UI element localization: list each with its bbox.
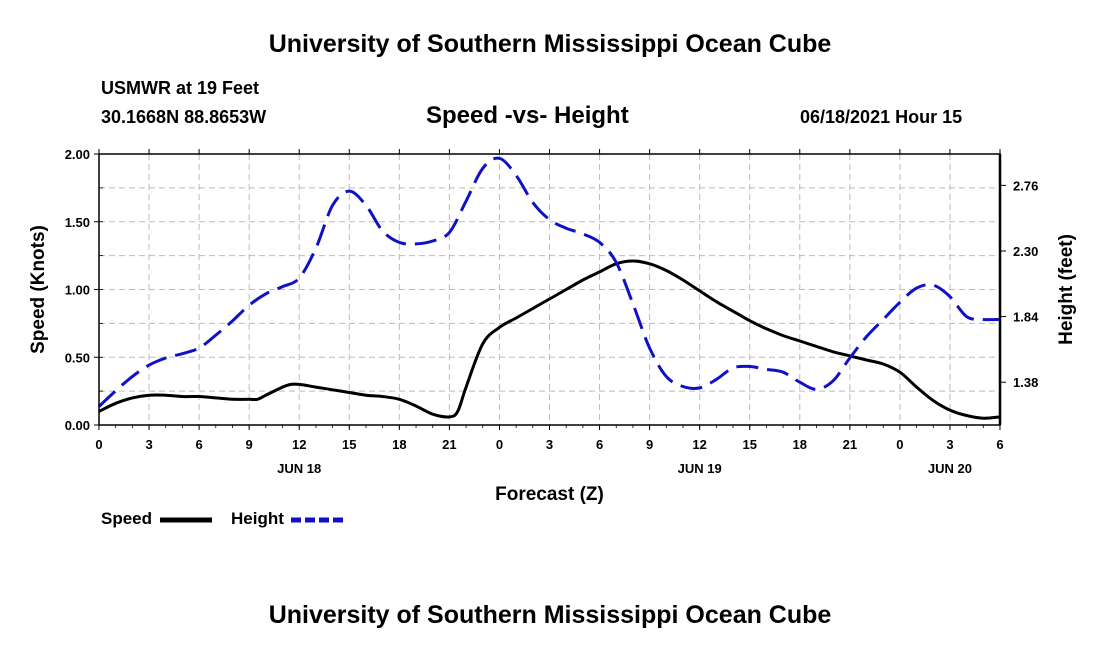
footer-title: University of Southern Mississippi Ocean… — [268, 601, 832, 629]
chart-subtitle: Speed -vs- Height — [426, 102, 629, 129]
x-tick-label: 0 — [496, 437, 503, 452]
y2-tick-label: 2.76 — [1013, 178, 1038, 193]
series-layer — [97, 156, 1001, 420]
x-tick-label: 9 — [646, 437, 653, 452]
date-label: JUN 19 — [678, 461, 722, 476]
x-tick-label: 6 — [195, 437, 202, 452]
x-axis-title: Forecast (Z) — [495, 484, 604, 505]
legend-speed-label: Speed — [101, 509, 153, 528]
chart-title: University of Southern Mississippi Ocean… — [268, 30, 832, 58]
height-series-line — [97, 156, 1001, 408]
y-tick-label: 2.00 — [65, 147, 90, 162]
x-tick-label: 12 — [292, 437, 306, 452]
grid — [99, 154, 1000, 425]
date-label: JUN 18 — [277, 461, 321, 476]
coordinates-label: 30.1668N 88.8653W — [101, 107, 267, 127]
forecast-datetime: 06/18/2021 Hour 15 — [800, 107, 963, 127]
x-tick-label: 15 — [742, 437, 756, 452]
axes: 0 3 6 9 12 15 18 21 0 3 6 9 12 15 18 21 0 3 6 JUN 18 JUN 19 J… — [28, 147, 1077, 523]
x-tick-label: 3 — [946, 437, 953, 452]
y-axis-title: Speed (Knots) — [28, 225, 49, 354]
speed-series-line — [98, 259, 1001, 420]
y2-tick-label: 2.30 — [1013, 244, 1038, 259]
date-label: JUN 20 — [928, 461, 972, 476]
x-tick-label: 6 — [596, 437, 603, 452]
x-tick-label: 21 — [442, 437, 456, 452]
station-label: USMWR at 19 Feet — [101, 78, 260, 98]
x-tick-label: 15 — [342, 437, 356, 452]
y2-axis-title: Height (feet) — [1056, 234, 1077, 345]
x-tick-label: 0 — [896, 437, 903, 452]
legend-height-label: Height — [231, 509, 284, 528]
x-tick-label: 21 — [843, 437, 857, 452]
y-tick-label: 1.50 — [65, 215, 90, 230]
x-tick-label: 12 — [692, 437, 706, 452]
x-tick-label: 0 — [95, 437, 102, 452]
x-tick-label: 18 — [793, 437, 807, 452]
x-tick-label: 6 — [996, 437, 1003, 452]
y-tick-label: 1.00 — [65, 283, 90, 298]
x-tick-label: 18 — [392, 437, 406, 452]
y-tick-label: 0.00 — [65, 418, 90, 433]
x-tick-label: 3 — [546, 437, 553, 452]
x-tick-label: 3 — [145, 437, 152, 452]
x-tick-label: 9 — [246, 437, 253, 452]
y2-tick-label: 1.84 — [1013, 310, 1039, 325]
y2-tick-label: 1.38 — [1013, 375, 1038, 390]
y-tick-label: 0.50 — [65, 350, 90, 365]
